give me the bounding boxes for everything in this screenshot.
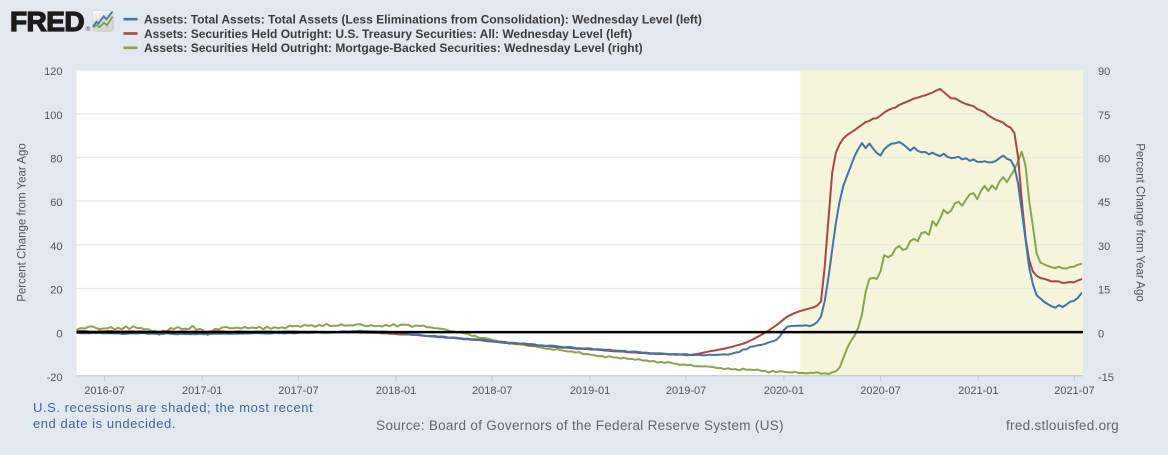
svg-text:fred.stlouisfed.org: fred.stlouisfed.org — [1006, 418, 1119, 433]
svg-text:100: 100 — [44, 110, 62, 122]
svg-text:Percent Change from Year Ago: Percent Change from Year Ago — [17, 143, 29, 302]
svg-text:-15: -15 — [1098, 372, 1114, 384]
svg-text:60: 60 — [50, 197, 62, 209]
svg-text:Source: Board of Governors of: Source: Board of Governors of the Federa… — [376, 418, 784, 433]
svg-text:2021-01: 2021-01 — [958, 385, 998, 397]
svg-text:2017-01: 2017-01 — [182, 385, 222, 397]
svg-text:®: ® — [86, 25, 91, 33]
svg-text:2020-07: 2020-07 — [860, 385, 900, 397]
svg-text:U.S. recessions are shaded; th: U.S. recessions are shaded; the most rec… — [33, 400, 313, 415]
svg-text:2018-07: 2018-07 — [472, 385, 512, 397]
svg-text:15: 15 — [1098, 285, 1110, 297]
svg-text:Percent Change from Year Ago: Percent Change from Year Ago — [1134, 143, 1146, 302]
svg-text:75: 75 — [1098, 110, 1110, 122]
svg-text:40: 40 — [50, 241, 62, 253]
svg-text:2020-01: 2020-01 — [764, 385, 804, 397]
svg-text:Assets: Securities Held Outrig: Assets: Securities Held Outright: U.S. T… — [144, 27, 632, 41]
svg-text:80: 80 — [50, 154, 62, 166]
svg-text:20: 20 — [50, 285, 62, 297]
svg-text:Assets: Securities Held Outrig: Assets: Securities Held Outright: Mortga… — [144, 41, 643, 55]
svg-text:0: 0 — [56, 328, 62, 340]
svg-text:2017-07: 2017-07 — [278, 385, 318, 397]
svg-text:Assets: Total Assets: Total As: Assets: Total Assets: Total Assets (Less… — [144, 13, 702, 27]
svg-text:0: 0 — [1098, 328, 1104, 340]
svg-text:60: 60 — [1098, 154, 1110, 166]
svg-text:2019-01: 2019-01 — [570, 385, 610, 397]
svg-text:-20: -20 — [47, 372, 63, 384]
svg-text:2021-07: 2021-07 — [1054, 385, 1094, 397]
svg-text:2016-07: 2016-07 — [84, 385, 124, 397]
svg-text:90: 90 — [1098, 66, 1110, 78]
svg-text:45: 45 — [1098, 197, 1110, 209]
svg-text:end date is undecided.: end date is undecided. — [33, 416, 176, 431]
svg-text:120: 120 — [44, 66, 62, 78]
svg-text:30: 30 — [1098, 241, 1110, 253]
svg-text:FRED: FRED — [10, 6, 84, 37]
svg-text:2018-01: 2018-01 — [376, 385, 416, 397]
svg-text:2019-07: 2019-07 — [666, 385, 706, 397]
